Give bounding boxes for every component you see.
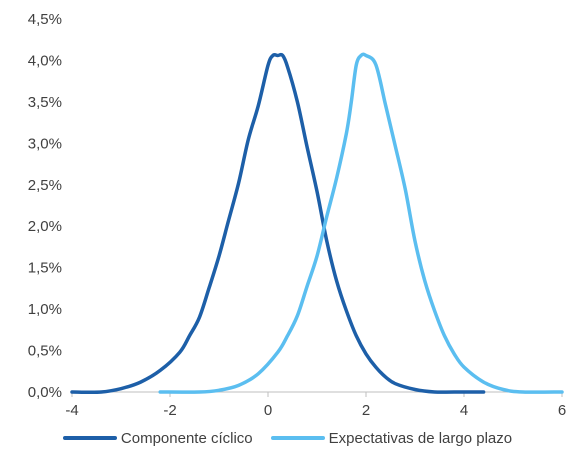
y-tick-label: 2,0% xyxy=(28,218,62,235)
y-tick-label: 3,5% xyxy=(28,94,62,111)
x-axis: -4 -2 0 2 4 6 xyxy=(65,392,566,419)
y-tick-label: 1,5% xyxy=(28,260,62,277)
series-line-0 xyxy=(70,52,486,395)
x-tick-label: 6 xyxy=(558,402,566,419)
y-tick-label: 3,0% xyxy=(28,135,62,152)
x-tick-label: 0 xyxy=(264,402,272,419)
x-tick-label: 2 xyxy=(362,402,370,419)
x-tick-label: -4 xyxy=(65,402,78,419)
y-tick-label: 2,5% xyxy=(28,177,62,194)
x-tick-label: 4 xyxy=(460,402,468,419)
legend-label: Expectativas de largo plazo xyxy=(328,429,513,447)
series-line-1 xyxy=(158,52,564,394)
legend-swatch xyxy=(62,436,117,440)
y-tick-label: 0,5% xyxy=(28,343,62,360)
x-tick-label: -2 xyxy=(163,402,176,419)
y-tick-label: 1,0% xyxy=(28,301,62,318)
series-group xyxy=(70,52,564,395)
legend: Componente cíclico Expectativas de largo… xyxy=(0,426,575,450)
legend-item-componente-ciclico: Componente cíclico xyxy=(62,429,253,447)
y-tick-label: 4,0% xyxy=(28,52,62,69)
y-axis: 0,0% 0,5% 1,0% 1,5% 2,0% 2,5% 3,0% 3,5% 4,0% 4,5% xyxy=(28,11,62,401)
y-tick-label: 4,5% xyxy=(28,11,62,28)
y-tick-label: 0,0% xyxy=(28,384,62,401)
legend-label: Componente cíclico xyxy=(120,429,253,447)
legend-swatch xyxy=(270,436,325,440)
chart-plot: 0,0% 0,5% 1,0% 1,5% 2,0% 2,5% 3,0% 3,5% 4,0% 4,5%… xyxy=(28,11,566,419)
legend-item-expectativas: Expectativas de largo plazo xyxy=(270,429,513,447)
